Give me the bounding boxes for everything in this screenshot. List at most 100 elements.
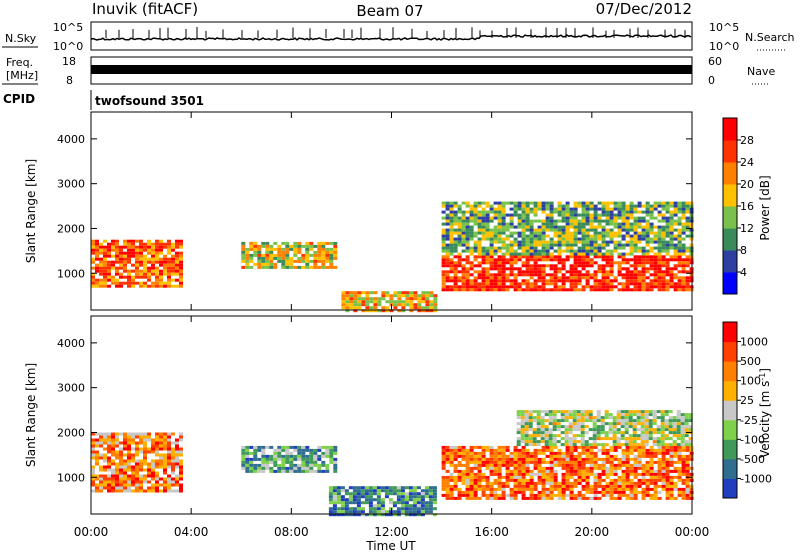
range-gate-cell [493, 487, 498, 491]
range-gate-cell [317, 247, 322, 251]
range-gate-cell [641, 466, 646, 470]
range-gate-cell [640, 437, 645, 441]
range-gate-cell [348, 513, 353, 517]
range-gate-cell [329, 454, 334, 458]
range-gate-cell [629, 270, 634, 274]
range-gate-cell [356, 513, 361, 517]
range-gate-cell [593, 204, 598, 208]
range-gate-cell [517, 246, 522, 250]
range-gate-cell [629, 490, 634, 494]
range-gate-cell [661, 261, 666, 265]
range-gate-cell [317, 463, 322, 467]
range-gate-cell [425, 291, 430, 295]
range-gate-cell [536, 416, 541, 420]
range-gate-cell [396, 495, 401, 499]
range-gate-cell [625, 484, 630, 488]
range-gate-cell [297, 451, 302, 455]
range-gate-cell [328, 498, 333, 502]
range-gate-cell [685, 255, 690, 259]
range-gate-cell [620, 410, 625, 414]
range-gate-cell [633, 237, 638, 241]
range-gate-cell [313, 265, 318, 269]
colorbar-tick-label: 25 [740, 394, 754, 407]
range-gate-cell [473, 216, 478, 220]
range-gate-cell [645, 228, 650, 232]
range-gate-cell [684, 443, 689, 447]
range-gate-cell [548, 440, 553, 444]
range-gate-cell [613, 445, 618, 449]
range-gate-cell [131, 474, 135, 478]
range-gate-cell [111, 239, 115, 243]
range-gate-cell [465, 246, 470, 250]
range-gate-cell [673, 249, 678, 253]
range-gate-cell [485, 237, 490, 241]
range-gate-cell [664, 422, 669, 426]
range-gate-cell [525, 487, 530, 491]
range-gate-cell [441, 243, 446, 247]
range-gate-cell [537, 273, 542, 277]
range-gate-cell [115, 474, 119, 478]
range-gate-cell [592, 440, 597, 444]
range-gate-cell [525, 201, 530, 205]
range-gate-cell [332, 492, 337, 496]
range-gate-cell [637, 231, 642, 235]
range-gate-cell [545, 279, 550, 283]
range-gate-cell [609, 201, 614, 205]
range-gate-cell [609, 454, 614, 458]
range-gate-cell [565, 201, 570, 205]
range-gate-cell [257, 262, 262, 266]
range-gate-cell [589, 466, 594, 470]
range-gate-cell [685, 493, 690, 497]
range-gate-cell [445, 493, 450, 497]
range-gate-cell [95, 474, 99, 478]
range-gate-cell [545, 249, 550, 253]
range-gate-cell [453, 448, 458, 452]
nsky-tick-top: 10^5 [53, 21, 83, 34]
range-gate-cell [685, 234, 690, 238]
range-gate-cell [581, 228, 586, 232]
range-gate-cell [91, 251, 95, 255]
range-gate-cell [297, 457, 302, 461]
range-gate-cell [569, 466, 574, 470]
range-gate-cell [179, 251, 183, 255]
range-gate-cell [469, 228, 474, 232]
range-gate-cell [489, 207, 494, 211]
range-gate-cell [115, 465, 119, 469]
range-gate-cell [269, 250, 274, 254]
range-gate-cell [171, 465, 175, 469]
range-gate-cell [372, 498, 377, 502]
range-gate-cell [457, 487, 462, 491]
range-gate-cell [175, 260, 179, 264]
range-gate-cell [509, 201, 514, 205]
range-gate-cell [416, 513, 421, 517]
range-gate-cell [577, 255, 582, 259]
range-gate-cell [597, 264, 602, 268]
range-gate-cell [155, 453, 159, 457]
range-gate-cell [541, 204, 546, 208]
range-gate-cell [585, 282, 590, 286]
range-gate-cell [143, 438, 147, 442]
range-gate-cell [453, 228, 458, 232]
range-gate-cell [636, 413, 641, 417]
range-gate-cell [469, 481, 474, 485]
range-gate-cell [540, 410, 545, 414]
range-gate-cell [445, 207, 450, 211]
range-gate-cell [501, 243, 506, 247]
range-gate-cell [155, 284, 159, 288]
range-gate-cell [541, 448, 546, 452]
range-gate-cell [380, 504, 385, 508]
range-gate-cell [481, 475, 486, 479]
range-gate-cell [344, 501, 349, 505]
range-gate-cell [672, 425, 677, 429]
range-gate-cell [477, 264, 482, 268]
range-gate-cell [404, 498, 409, 502]
range-gate-cell [621, 237, 626, 241]
range-gate-cell [457, 216, 462, 220]
range-gate-cell [469, 448, 474, 452]
range-gate-cell [565, 475, 570, 479]
range-gate-cell [593, 451, 598, 455]
range-gate-cell [241, 256, 246, 260]
range-gate-cell [545, 472, 550, 476]
range-gate-cell [453, 463, 458, 467]
